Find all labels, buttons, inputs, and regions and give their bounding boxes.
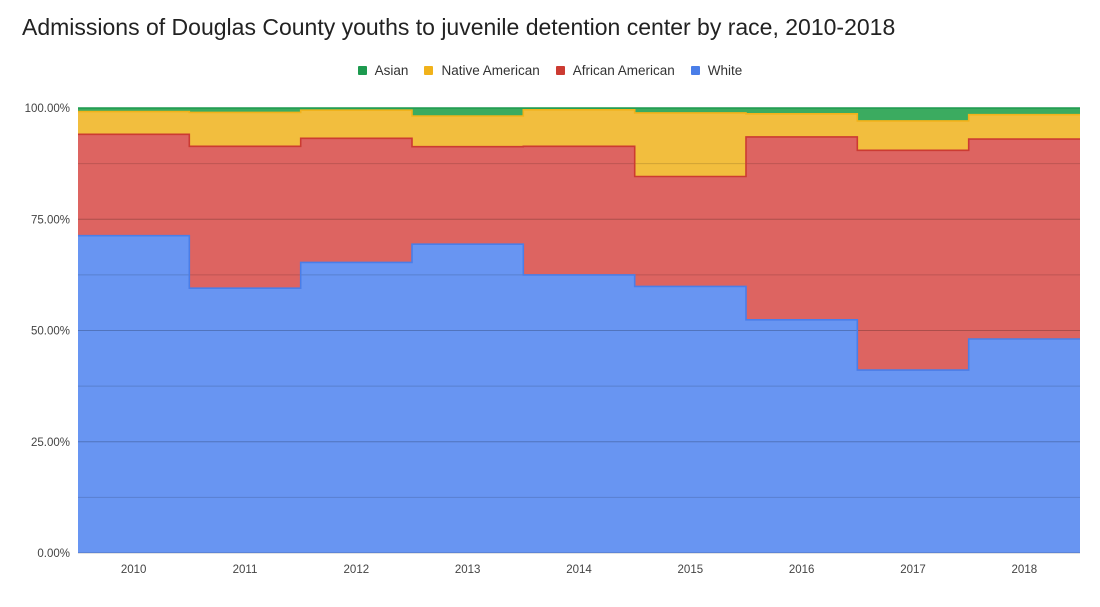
segment-native-american-2018 [969,115,1080,139]
area-white [78,235,1080,553]
chart-title: Admissions of Douglas County youths to j… [22,14,896,40]
segment-white-2013 [412,244,523,553]
y-tick-label: 100.00% [25,103,70,115]
legend-label-native-american: Native American [441,63,540,78]
segment-african-american-2016 [746,137,857,320]
legend-swatch-asian [357,66,367,75]
x-tick-label-2010: 2010 [121,564,147,576]
y-tick-label: 25.00% [31,437,70,449]
area-african-american [78,134,1080,371]
segment-white-2018 [969,339,1080,553]
legend-item-asian: Asian [357,63,409,78]
segment-white-2012 [301,262,412,553]
segment-asian-2011 [189,108,300,112]
segment-asian-2017 [857,108,968,121]
segment-native-american-2016 [746,114,857,137]
segment-asian-2016 [746,108,857,114]
x-tick-label-2012: 2012 [344,564,370,576]
segment-native-american-2014 [523,110,634,146]
legend-swatch-native-american [424,66,434,75]
segment-native-american-2015 [635,113,746,177]
y-tick-label: 50.00% [31,326,70,338]
segment-african-american-2015 [635,177,746,287]
segment-native-american-2010 [78,112,189,135]
segment-white-2014 [523,275,634,553]
area-asian [78,108,1080,121]
segment-native-american-2011 [189,112,300,146]
segment-african-american-2018 [969,139,1080,339]
segment-african-american-2014 [523,146,634,275]
x-tick-label-2014: 2014 [566,564,592,576]
x-tick-label-2017: 2017 [900,564,926,576]
x-tick-label-2018: 2018 [1012,564,1038,576]
segment-asian-2013 [412,108,523,116]
segment-african-american-2012 [301,138,412,262]
segment-white-2015 [635,286,746,553]
segment-native-american-2012 [301,110,412,138]
legend-item-native-american: Native American [424,63,540,78]
segment-native-american-2017 [857,121,968,150]
y-tick-label: 0.00% [37,548,70,560]
segment-white-2010 [78,236,189,553]
segment-white-2017 [857,370,968,553]
segment-african-american-2017 [857,150,968,370]
segment-asian-2012 [301,108,412,110]
segment-asian-2018 [969,108,1080,115]
x-tick-label-2011: 2011 [233,564,258,576]
x-tick-label-2016: 2016 [789,564,815,576]
segment-white-2016 [746,320,857,553]
line-white [78,234,1080,371]
legend-label-african-american: African American [572,63,675,78]
segment-asian-2010 [78,108,189,112]
x-tick-label-2015: 2015 [678,564,704,576]
legend-label-asian: Asian [374,63,409,78]
legend-label-white: White [707,63,743,78]
legend-item-african-american: African American [555,63,675,78]
segment-african-american-2013 [412,147,523,244]
y-tick-label: 75.00% [31,214,70,226]
segment-african-american-2011 [189,146,300,288]
segment-native-american-2013 [412,116,523,147]
legend-swatch-white [690,66,700,75]
line-african-american [78,133,1080,178]
legend-swatch-african-american [555,66,565,75]
segment-asian-2015 [635,108,746,113]
line-native-american [78,109,1080,122]
area-native-american [78,109,1080,177]
segment-asian-2014 [523,108,634,110]
legend: Asian Native American African American W… [0,63,1100,78]
segment-african-american-2010 [78,134,189,235]
legend-item-white: White [690,63,743,78]
segment-white-2011 [189,288,300,553]
x-tick-label-2013: 2013 [455,564,481,576]
